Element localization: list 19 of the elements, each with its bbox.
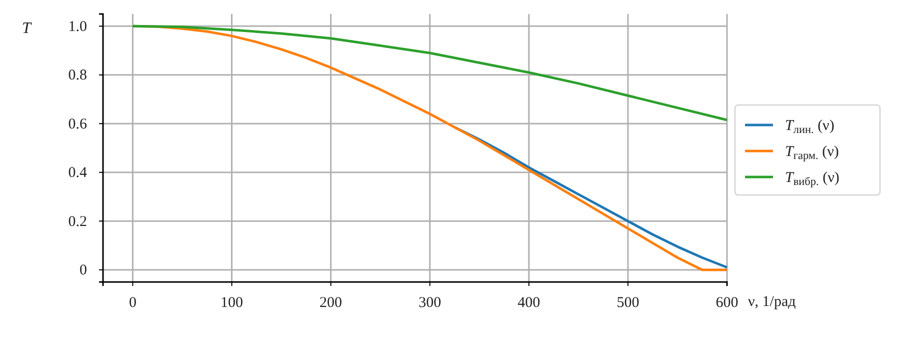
- y-tick-label: 0.6: [68, 116, 88, 132]
- y-tick-label: 0.8: [68, 68, 87, 84]
- x-tick-label: 500: [616, 295, 640, 311]
- x-tick-label: 200: [320, 295, 342, 311]
- legend-label: T$_{гарм.}$ (ν): [785, 144, 839, 162]
- line-series: [131, 24, 728, 122]
- x-tick-label: 300: [418, 295, 442, 311]
- x-tick-label: 600: [716, 295, 738, 311]
- x-tick-label: 400: [518, 295, 540, 311]
- y-tick-label: 0: [80, 262, 87, 279]
- x-tick-label: 0: [128, 295, 136, 311]
- x-tick-label: 100: [220, 295, 244, 311]
- y-axis-title: T: [22, 20, 32, 37]
- y-tick-label: 0.2: [68, 214, 87, 230]
- x-axis-title: ν, 1/рад: [748, 294, 796, 310]
- y-tick-label: 1.0: [68, 18, 87, 35]
- legend-label: T$_{лин.}$ (ν): [785, 118, 834, 136]
- legend-label: T$_{вибр.}$ (ν): [785, 170, 840, 188]
- y-tick-label: 0.4: [68, 165, 88, 182]
